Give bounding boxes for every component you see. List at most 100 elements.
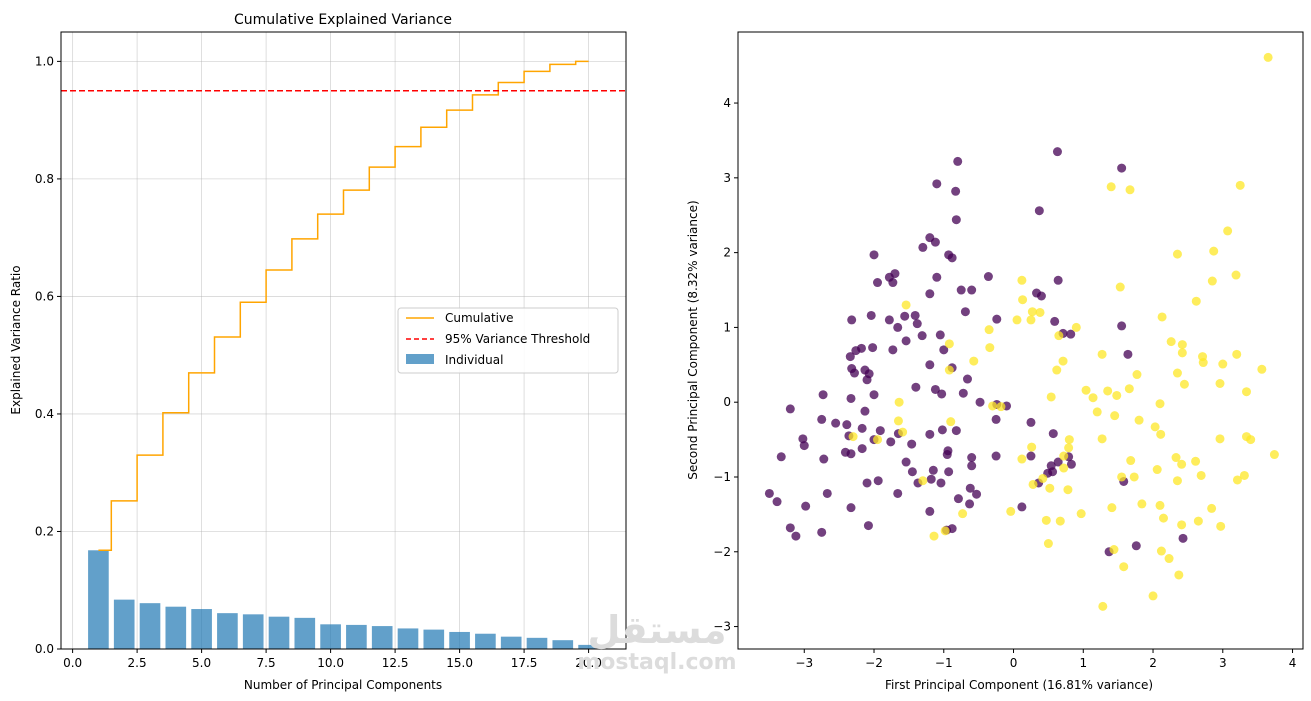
scatter-point <box>1239 470 1249 480</box>
scatter-point <box>785 404 795 414</box>
scatter-point <box>1171 453 1181 463</box>
scatter-point <box>918 476 928 486</box>
scatter-point <box>1115 282 1125 292</box>
x-tick-label: 0 <box>1010 656 1018 670</box>
variance-bar <box>552 640 574 649</box>
x-tick-label: −1 <box>935 656 953 670</box>
scatter-point <box>932 179 942 189</box>
scatter-point <box>862 375 872 385</box>
scatter-point <box>851 346 861 356</box>
scatter-point <box>1038 473 1048 483</box>
scatter-point <box>1257 364 1267 374</box>
scatter-point <box>831 418 841 428</box>
scatter-point <box>1215 379 1225 389</box>
pca-scatter-chart: −3 −2 −1 0 1 2 3 4 −3 −2 −1 0 1 2 3 4 First Principal … <box>686 31 1304 692</box>
scatter-points <box>764 52 1279 611</box>
scatter-point <box>925 360 935 370</box>
scatter-point <box>1017 275 1027 285</box>
scatter-point <box>1098 601 1108 611</box>
scatter-point <box>1048 429 1058 439</box>
scatter-point <box>893 416 903 426</box>
x-tick-label: 12.5 <box>382 656 409 670</box>
scatter-point <box>988 401 998 411</box>
variance-bar <box>88 550 109 649</box>
scatter-point <box>1041 515 1051 525</box>
variance-bar <box>346 624 367 649</box>
scatter-point <box>907 439 917 449</box>
scatter-point <box>1207 503 1217 513</box>
scatter-point <box>1155 399 1165 409</box>
scatter-point <box>868 343 878 353</box>
legend-individual-swatch <box>406 354 434 364</box>
variance-bar <box>371 626 393 649</box>
scatter-point <box>1129 472 1139 482</box>
y-tick-label: 0.6 <box>35 289 54 303</box>
scatter-point <box>822 488 832 498</box>
scatter-point <box>818 390 828 400</box>
scatter-point <box>848 432 858 442</box>
scatter-point <box>846 449 856 459</box>
scatter-point <box>1076 509 1086 519</box>
variance-bar <box>165 606 187 649</box>
scatter-point <box>866 310 876 320</box>
scatter-point <box>947 524 957 534</box>
scatter-point <box>1157 312 1167 322</box>
scatter-point <box>901 457 911 467</box>
legend-cumulative-label: Cumulative <box>445 311 514 325</box>
scatter-point <box>1119 562 1129 572</box>
scatter-point <box>1215 434 1225 444</box>
scatter-point <box>1027 442 1037 452</box>
scatter-x-axis-label: First Principal Component (16.81% varian… <box>885 678 1153 692</box>
scatter-point <box>1088 393 1098 403</box>
scatter-point <box>1071 322 1081 332</box>
y-tick-label: 0.0 <box>35 642 54 656</box>
scatter-point <box>929 531 939 541</box>
scatter-point <box>983 272 993 282</box>
scatter-point <box>1134 415 1144 425</box>
scatter-point <box>925 289 935 299</box>
x-tick-label: 4 <box>1289 656 1297 670</box>
scatter-point <box>894 397 904 407</box>
scatter-point <box>845 352 855 362</box>
legend-individual-label: Individual <box>445 353 503 367</box>
variance-chart-title: Cumulative Explained Variance <box>234 12 452 28</box>
scatter-point <box>939 345 949 355</box>
scatter-point <box>1269 450 1279 460</box>
scatter-point <box>846 393 856 403</box>
scatter-point <box>798 434 808 444</box>
scatter-point <box>842 420 852 430</box>
scatter-point <box>862 478 872 488</box>
variance-bar <box>294 617 316 649</box>
scatter-point <box>849 368 859 378</box>
y-tick-label: 0 <box>723 395 731 409</box>
scatter-point <box>951 215 961 225</box>
scatter-point <box>857 423 867 433</box>
scatter-point <box>776 452 786 462</box>
scatter-point <box>984 325 994 335</box>
scatter-point <box>991 414 1001 424</box>
scatter-point <box>1126 456 1136 466</box>
x-tick-label: 1 <box>1079 656 1087 670</box>
scatter-point <box>886 437 896 447</box>
scatter-point <box>1207 276 1217 286</box>
scatter-point <box>1043 539 1053 549</box>
scatter-point <box>907 467 917 477</box>
variance-bar <box>526 637 548 649</box>
scatter-point <box>1232 349 1242 359</box>
scatter-point <box>1216 521 1226 531</box>
scatter-point <box>925 429 935 439</box>
scatter-point <box>1246 435 1256 445</box>
y-tick-label: 1 <box>723 320 731 334</box>
scatter-point <box>958 509 968 519</box>
scatter-point <box>967 453 977 463</box>
scatter-point <box>975 397 985 407</box>
scatter-point <box>888 345 898 355</box>
x-tick-label: 20.0 <box>575 656 602 670</box>
scatter-point <box>953 156 963 166</box>
scatter-point <box>1177 340 1187 350</box>
scatter-point <box>873 278 883 288</box>
scatter-point <box>942 450 952 460</box>
scatter-y-axis-label: Second Principal Component (8.32% varian… <box>686 200 700 479</box>
scatter-point <box>951 186 961 196</box>
scatter-point <box>817 414 827 424</box>
